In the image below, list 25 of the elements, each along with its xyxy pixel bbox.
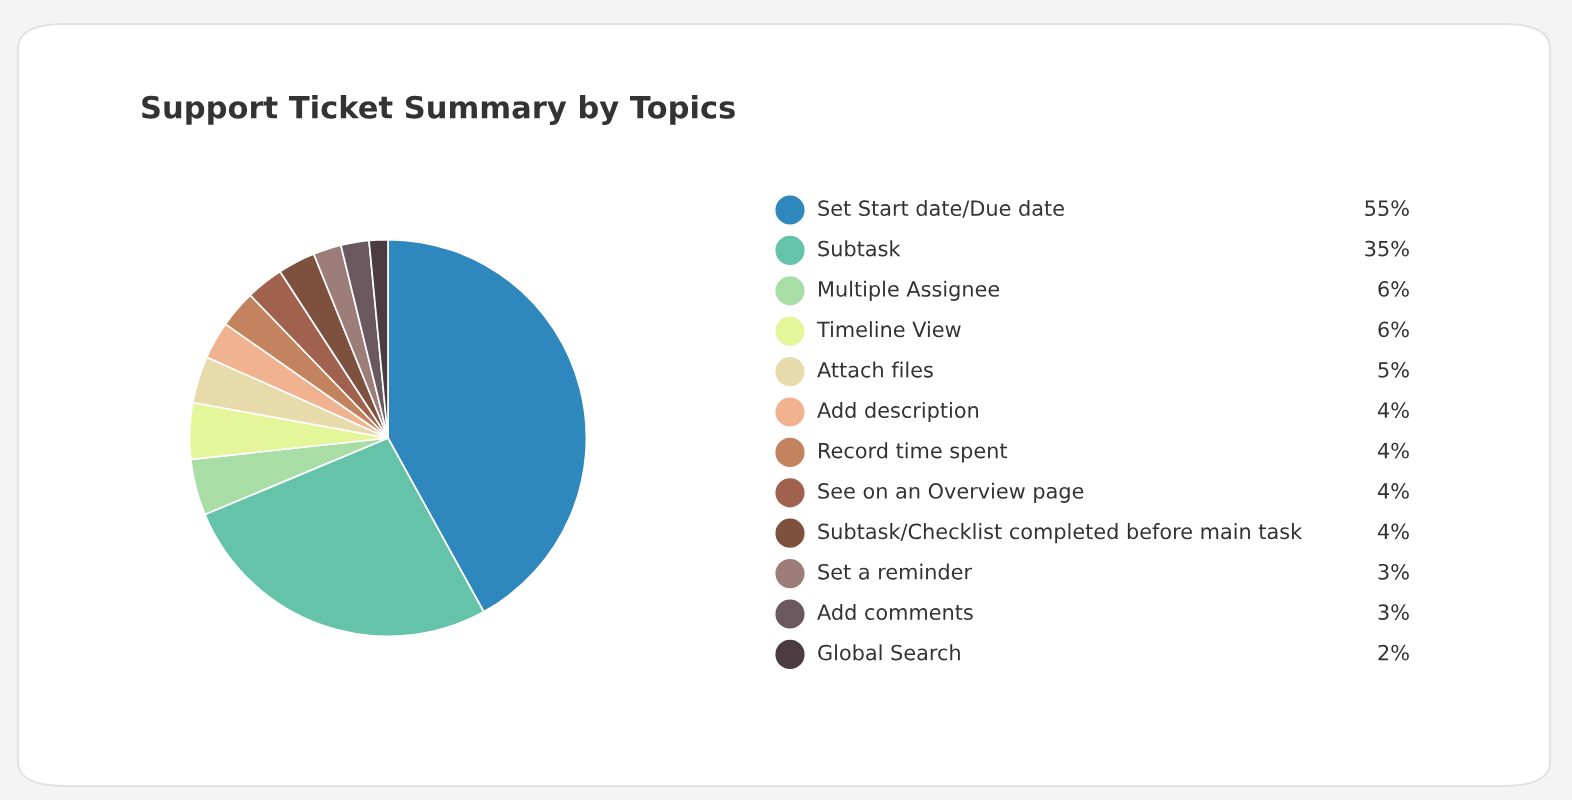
data-label: 3% bbox=[1378, 604, 1409, 621]
legend-label: Set a reminder bbox=[818, 563, 973, 580]
data-label: 4% bbox=[1377, 442, 1409, 459]
legend-label: Multiple Assignee bbox=[819, 280, 1000, 301]
legend-label: Subtask bbox=[818, 240, 901, 257]
legend-label: Attach files bbox=[817, 361, 933, 378]
data-label: 3% bbox=[1378, 563, 1409, 580]
legend-label: Record time spent bbox=[819, 442, 1008, 463]
data-label: 6% bbox=[1378, 321, 1409, 338]
legend-label: See on an Overview page bbox=[818, 482, 1084, 503]
data-label: 4% bbox=[1377, 402, 1409, 419]
data-label: 35% bbox=[1365, 240, 1409, 257]
data-label: 6% bbox=[1378, 281, 1409, 297]
legend-label: Global Search bbox=[818, 644, 960, 661]
legend-label: Add comments bbox=[817, 603, 973, 621]
chart-title: Support Ticket Summary by Topics bbox=[142, 95, 735, 125]
data-label: 5% bbox=[1378, 361, 1409, 378]
legend-label: Subtask/Checklist completed before main task bbox=[818, 523, 1303, 544]
legend-label: Set Start date/Due date bbox=[818, 199, 1064, 218]
data-label: 55% bbox=[1365, 200, 1409, 217]
data-label: 4% bbox=[1377, 523, 1409, 540]
data-label: 2% bbox=[1378, 644, 1409, 661]
data-label: 4% bbox=[1377, 483, 1409, 499]
legend-label: Timeline View bbox=[816, 321, 961, 338]
legend-label: Add description bbox=[817, 401, 979, 423]
